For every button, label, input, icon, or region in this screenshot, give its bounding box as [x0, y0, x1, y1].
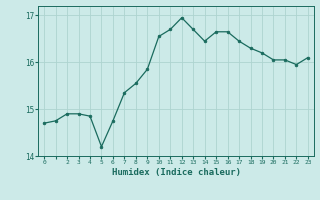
X-axis label: Humidex (Indice chaleur): Humidex (Indice chaleur) [111, 168, 241, 177]
